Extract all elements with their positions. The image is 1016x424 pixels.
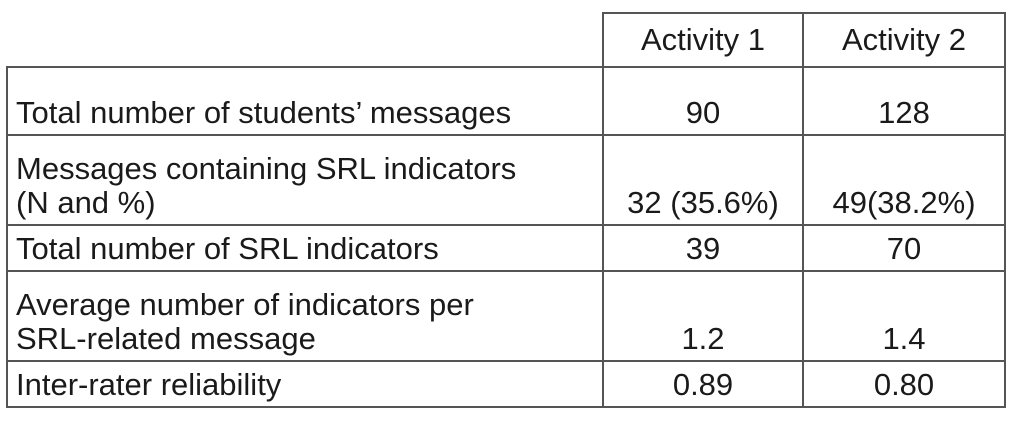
table-row: Total number of students’ messages 90 12… bbox=[6, 66, 1006, 136]
cell-activity-2: 0.80 bbox=[802, 360, 1006, 408]
cell-activity-1: 0.89 bbox=[602, 360, 804, 408]
cell-activity-2: 128 bbox=[802, 66, 1006, 136]
cell-activity-1: 1.2 bbox=[602, 270, 804, 362]
header-corner-cell bbox=[7, 13, 604, 68]
table-header-row: Activity 1 Activity 2 bbox=[7, 12, 1006, 68]
row-label-messages-with-srl: Messages containing SRL indicators (N an… bbox=[6, 134, 604, 226]
row-label-total-srl-indicators: Total number of SRL indicators bbox=[6, 224, 604, 272]
cell-activity-2: 1.4 bbox=[802, 270, 1006, 362]
cell-activity-2: 70 bbox=[802, 224, 1006, 272]
cell-activity-1: 32 (35.6%) bbox=[602, 134, 804, 226]
row-label-average-indicators: Average number of indicators per SRL-rel… bbox=[6, 270, 604, 362]
row-label-inter-rater-reliability: Inter-rater reliability bbox=[6, 360, 604, 408]
row-label-total-messages: Total number of students’ messages bbox=[6, 66, 604, 136]
table-row: Inter-rater reliability 0.89 0.80 bbox=[6, 360, 1006, 408]
table-row: Messages containing SRL indicators (N an… bbox=[6, 134, 1006, 226]
cell-activity-1: 39 bbox=[602, 224, 804, 272]
cell-activity-1: 90 bbox=[602, 66, 804, 136]
column-header-activity-1: Activity 1 bbox=[602, 12, 804, 68]
table-row: Average number of indicators per SRL-rel… bbox=[6, 270, 1006, 362]
column-header-activity-2: Activity 2 bbox=[802, 12, 1006, 68]
table-row: Total number of SRL indicators 39 70 bbox=[6, 224, 1006, 272]
cell-activity-2: 49(38.2%) bbox=[802, 134, 1006, 226]
srl-indicators-table: Activity 1 Activity 2 Total number of st… bbox=[6, 12, 1006, 408]
